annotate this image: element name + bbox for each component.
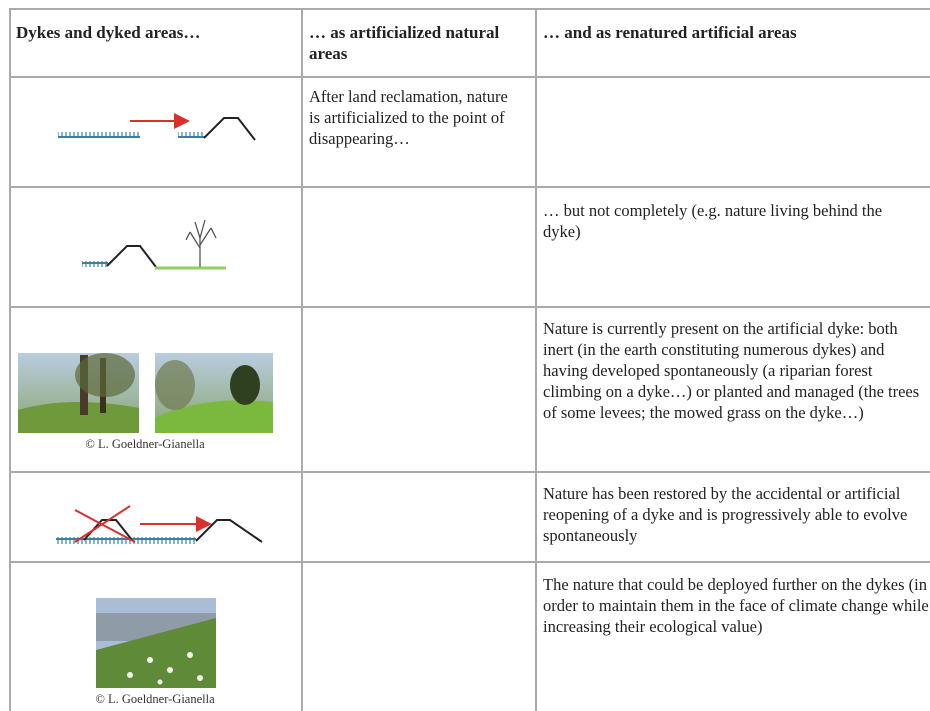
cell: Nature is currently present on the artif… [543,319,920,422]
diagram [56,505,263,544]
photo [96,598,216,688]
photo [18,353,139,433]
photo-credit: © L. Goeldner-Gianella [85,437,205,451]
photo [155,353,273,433]
cell: After land reclamation, nature is artifi… [309,87,508,148]
cell: Nature has been restored by the accident… [543,484,908,545]
border [9,8,930,10]
border [9,471,930,473]
border [535,8,537,711]
cell: … but not completely (e.g. nature living… [543,201,883,241]
diagram [58,113,256,141]
border [9,561,930,563]
diagram [82,219,226,270]
border [9,8,11,711]
header-cell: … and as renatured artificial areas [543,23,797,42]
border [9,76,930,78]
border [301,8,303,711]
border [9,186,930,188]
cell: The nature that could be deployed furthe… [543,575,929,636]
header-cell: Dykes and dyked areas… [16,23,201,42]
photo-credit: © L. Goeldner-Gianella [95,692,215,706]
header-cell: … as artificialized natural areas [309,23,500,63]
border [9,306,930,308]
